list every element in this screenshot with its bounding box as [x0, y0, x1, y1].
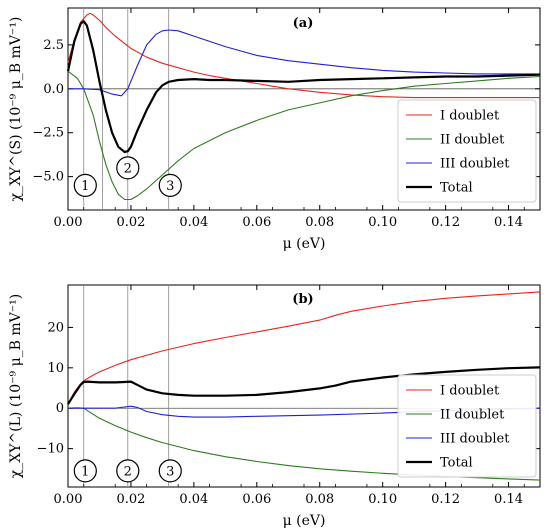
pb-xtick-label-6: 0.12 — [431, 492, 460, 507]
pa-xtick-label-1: 0.02 — [116, 215, 145, 230]
pb-xtick-label-0: 0.00 — [54, 492, 83, 507]
pb-ytick-label-2: 0 — [56, 401, 64, 416]
pa-series-i-doublet — [67, 12, 540, 99]
pa-marker-circle-2 — [116, 156, 140, 180]
pb-legend-label-3: III doublet — [440, 432, 510, 447]
pb-legend-label-1: I doublet — [440, 384, 500, 399]
pb-marker-circle-1 — [73, 459, 97, 483]
pb-ytick-label-1: 10 — [47, 361, 64, 376]
pb-marker-label-1: 1 — [81, 464, 89, 479]
pa-legend-label-1: I doublet — [440, 109, 500, 124]
pa-series-ii-doublet — [67, 70, 541, 201]
y-axis-label-b: χ_XY^(L) (10⁻⁹ μ_B mV⁻¹) — [8, 294, 24, 479]
pa-legend-box — [397, 99, 537, 203]
pb-legend-label-2: II doublet — [440, 408, 505, 423]
panel-label-a: (a) — [293, 16, 314, 31]
panel-b: (b) μ (eV) χ_XY^(L) (10⁻⁹ μ_B mV⁻¹) 0.00… — [8, 284, 541, 529]
pa-xtick-label-2: 0.04 — [179, 215, 208, 230]
pa-ytick-label-2: −2.5 — [32, 126, 64, 141]
pa-xtick-label-6: 0.12 — [431, 215, 460, 230]
pb-ytick-label-3: −10 — [37, 442, 64, 457]
pa-legend-label-2: II doublet — [440, 133, 505, 148]
pa-marker-circle-1 — [73, 173, 97, 198]
pa-marker-label-3: 3 — [166, 179, 174, 194]
pa-legend-label-4: Total — [440, 181, 473, 196]
pb-xtick-label-5: 0.10 — [368, 492, 397, 507]
pa-xtick-label-4: 0.08 — [305, 215, 334, 230]
panel-label-b: (b) — [292, 292, 313, 307]
pb-xtick-label-7: 0.14 — [494, 492, 523, 507]
pa-marker-label-1: 1 — [81, 179, 89, 194]
pa-xtick-label-7: 0.14 — [494, 215, 523, 230]
pa-xtick-label-0: 0.00 — [54, 215, 83, 230]
pa-ytick-label-1: 0.0 — [43, 82, 64, 97]
pb-series-i-doublet — [67, 291, 541, 405]
pb-legend-box — [397, 374, 537, 478]
pb-xtick-label-2: 0.04 — [179, 492, 208, 507]
pa-marker-circle-3 — [158, 173, 182, 198]
pa-xtick-label-3: 0.06 — [242, 215, 271, 230]
x-axis-label-a: μ (eV) — [283, 236, 326, 252]
pb-marker-label-3: 3 — [166, 464, 174, 479]
pb-series-iii-doublet — [68, 405, 541, 418]
pa-ytick-label-3: −5.0 — [32, 170, 64, 185]
pb-xtick-label-3: 0.06 — [242, 492, 271, 507]
pb-legend-label-4: Total — [440, 456, 473, 471]
panel-a: (a) μ (eV) χ_XY^(S) (10⁻⁹ μ_B mV⁻¹) 0.00… — [8, 7, 541, 252]
pa-xtick-label-5: 0.10 — [368, 215, 397, 230]
pa-marker-label-2: 2 — [124, 161, 132, 176]
x-axis-label-b: μ (eV) — [283, 513, 326, 529]
pa-legend-label-3: III doublet — [440, 157, 510, 172]
pb-marker-circle-2 — [116, 459, 140, 483]
pb-xtick-label-1: 0.02 — [116, 492, 145, 507]
y-axis-label-a: χ_XY^(S) (10⁻⁹ μ_B mV⁻¹) — [8, 17, 24, 202]
pb-xtick-label-4: 0.08 — [305, 492, 334, 507]
pb-marker-circle-3 — [158, 459, 182, 483]
pb-marker-label-2: 2 — [124, 464, 132, 479]
pa-series-total — [66, 20, 541, 154]
pa-series-iii-doublet — [68, 29, 540, 97]
pb-ytick-label-0: 20 — [47, 320, 64, 335]
pa-ytick-label-0: 2.5 — [43, 38, 64, 53]
